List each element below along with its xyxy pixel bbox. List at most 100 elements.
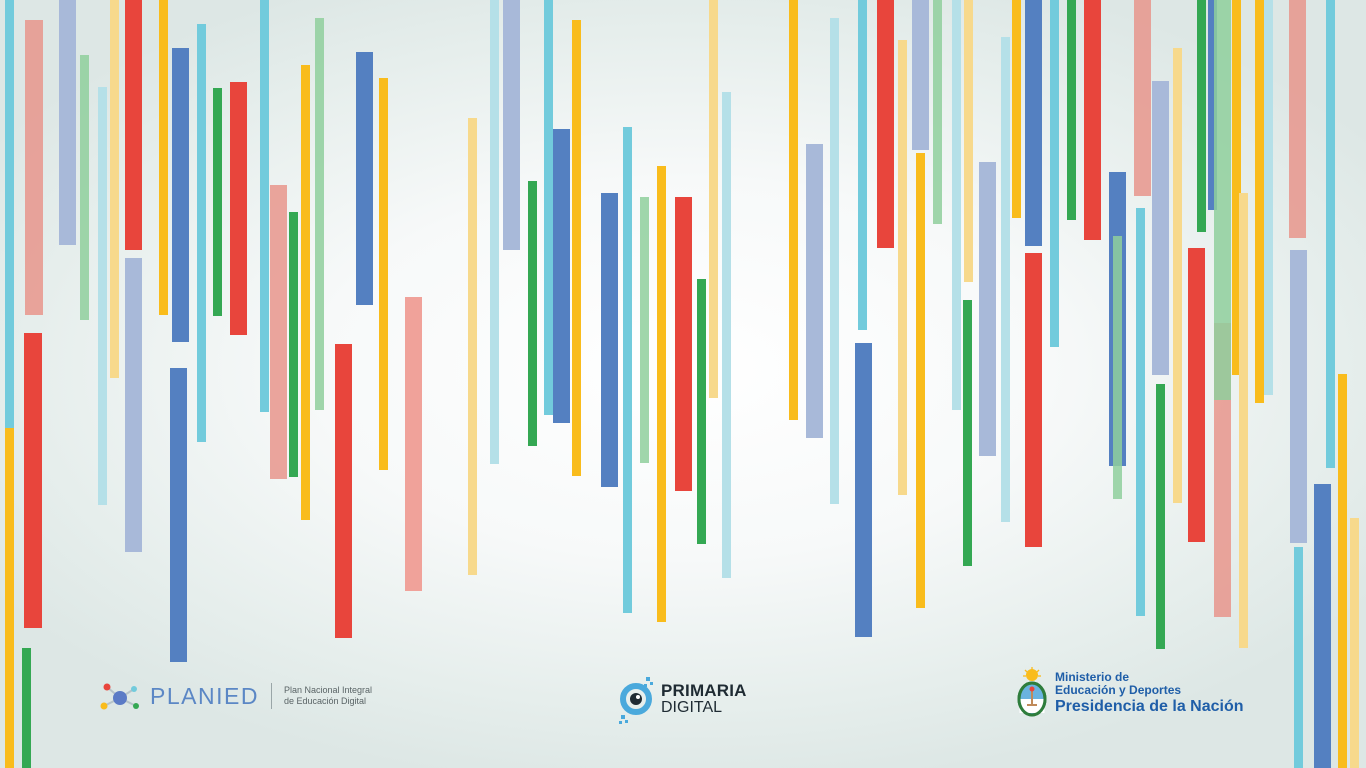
wallpaper-stripe xyxy=(1214,0,1231,400)
wallpaper-stripe xyxy=(1025,253,1042,547)
wallpaper-stripe xyxy=(213,88,222,316)
wallpaper-stripe xyxy=(601,193,618,487)
wallpaper-stripe xyxy=(1350,518,1359,768)
wallpaper-stripe xyxy=(877,0,894,248)
planied-logo: PLANIED Plan Nacional Integral de Educac… xyxy=(98,680,372,712)
wallpaper-stripe xyxy=(335,344,352,638)
ministerio-line1: Ministerio de xyxy=(1055,670,1130,684)
wallpaper-stripe xyxy=(830,18,839,504)
wallpaper-stripe xyxy=(1001,37,1010,522)
wallpaper-stripe xyxy=(25,20,43,315)
wallpaper-stripe xyxy=(1134,0,1151,196)
wallpaper-stripe xyxy=(964,0,973,282)
wallpaper-stripe xyxy=(979,162,996,456)
wallpaper-stripe xyxy=(1136,208,1145,616)
planied-divider xyxy=(270,683,272,709)
ministerio-logo: Ministerio de Educación y Deportes Presi… xyxy=(1017,667,1244,721)
wallpaper-stripe xyxy=(356,52,373,305)
ministerio-wordmark: Ministerio de Educación y Deportes Presi… xyxy=(1055,671,1244,717)
wallpaper-stripe xyxy=(912,0,929,150)
planied-subtitle: Plan Nacional Integral de Educación Digi… xyxy=(284,685,372,707)
wallpaper-stripe xyxy=(125,0,142,250)
wallpaper-stripe xyxy=(98,87,107,505)
wallpaper-stripe xyxy=(789,0,798,420)
planied-subtitle-line2: de Educación Digital xyxy=(283,696,366,706)
wallpaper-stripe xyxy=(170,368,187,662)
wallpaper-stripe xyxy=(898,40,907,495)
wallpaper-stripe xyxy=(1239,193,1248,648)
wallpaper-stripe xyxy=(1264,0,1273,395)
primaria-line2: DIGITAL xyxy=(661,699,723,716)
wallpaper-stripe xyxy=(490,0,499,464)
wallpaper-stripe xyxy=(1067,0,1076,220)
wallpaper-stripe xyxy=(1232,0,1241,375)
wallpaper-stripe xyxy=(379,78,388,470)
wallpaper-stripe xyxy=(1290,250,1307,543)
wallpaper-stripe xyxy=(623,127,632,613)
wallpaper-stripe xyxy=(933,0,942,224)
wallpaper-stripe xyxy=(640,197,649,463)
wallpaper-stripe xyxy=(260,0,269,412)
wallpaper-stripe xyxy=(1326,0,1335,468)
wallpaper-stripe xyxy=(916,153,925,608)
national-shield-icon xyxy=(1017,667,1047,717)
wallpaper-stripe xyxy=(963,300,972,566)
wallpaper-stripe xyxy=(1012,0,1021,218)
primaria-digital-wordmark: PRIMARIA DIGITAL xyxy=(661,682,747,716)
ministerio-line2: Educación y Deportes xyxy=(1055,683,1182,697)
wallpaper-stripe xyxy=(172,48,189,342)
primaria-digital-logo: PRIMARIA DIGITAL xyxy=(619,673,747,725)
primaria-eye-icon xyxy=(619,677,653,724)
wallpaper-stripe xyxy=(1208,0,1217,210)
wallpaper-stripe xyxy=(230,82,247,335)
wallpaper-stripe xyxy=(125,258,142,552)
wallpaper-stripe xyxy=(855,343,872,637)
wallpaper-stripe xyxy=(1197,0,1206,232)
wallpaper-stripe xyxy=(468,118,477,575)
planied-name: PLANIED xyxy=(150,682,259,709)
wallpaper-stripe xyxy=(858,0,867,330)
primaria-line1: PRIMARIA xyxy=(661,681,747,700)
wallpaper-stripe xyxy=(80,55,89,320)
wallpaper-stripe xyxy=(709,0,718,398)
wallpaper-stripe xyxy=(657,166,666,622)
wallpaper-stripe xyxy=(24,333,42,628)
wallpaper-stripe xyxy=(572,20,581,476)
wallpaper-stripe xyxy=(675,197,692,491)
wallpaper-stripe xyxy=(289,212,298,477)
wallpaper-stripe xyxy=(22,648,31,768)
wallpaper-stripe xyxy=(1152,81,1169,375)
wallpaper-stripe xyxy=(1050,0,1059,347)
wallpaper-stripe xyxy=(1314,484,1331,768)
wallpaper-stripe xyxy=(553,129,570,423)
wallpaper-stripe xyxy=(528,181,537,446)
wallpaper-stripe xyxy=(503,0,520,250)
wallpaper-stripe xyxy=(544,0,553,415)
wallpaper-stripe xyxy=(1255,0,1264,403)
wallpaper-stripe xyxy=(5,428,14,768)
wallpaper-stripe xyxy=(110,0,119,378)
wallpaper-stripe xyxy=(697,279,706,544)
wallpaper-stripe xyxy=(952,0,961,410)
wallpaper-stripe xyxy=(1289,0,1306,238)
wallpaper-stripe xyxy=(806,144,823,438)
planied-network-icon xyxy=(100,683,139,710)
wallpaper-stripe xyxy=(1025,0,1042,246)
wallpaper-stripe xyxy=(722,92,731,578)
wallpaper-stripe xyxy=(5,0,14,430)
planied-subtitle-line1: Plan Nacional Integral xyxy=(283,685,372,695)
wallpaper-stripe xyxy=(1338,374,1347,768)
wallpaper-stripe xyxy=(1173,48,1182,503)
wallpaper-stripe xyxy=(405,297,422,591)
wallpaper-stripe xyxy=(1113,236,1122,499)
wallpaper-stripe xyxy=(1294,547,1303,768)
wallpaper-stripe xyxy=(315,18,324,410)
wallpaper-stripe xyxy=(301,65,310,520)
ministerio-line3: Presidencia de la Nación xyxy=(1055,698,1244,715)
wallpaper-stripe xyxy=(1188,248,1205,542)
wallpaper-stripe xyxy=(270,185,287,479)
wallpaper-stripe xyxy=(1084,0,1101,240)
wallpaper-stripe xyxy=(59,0,76,245)
wallpaper-stripe xyxy=(197,24,206,442)
